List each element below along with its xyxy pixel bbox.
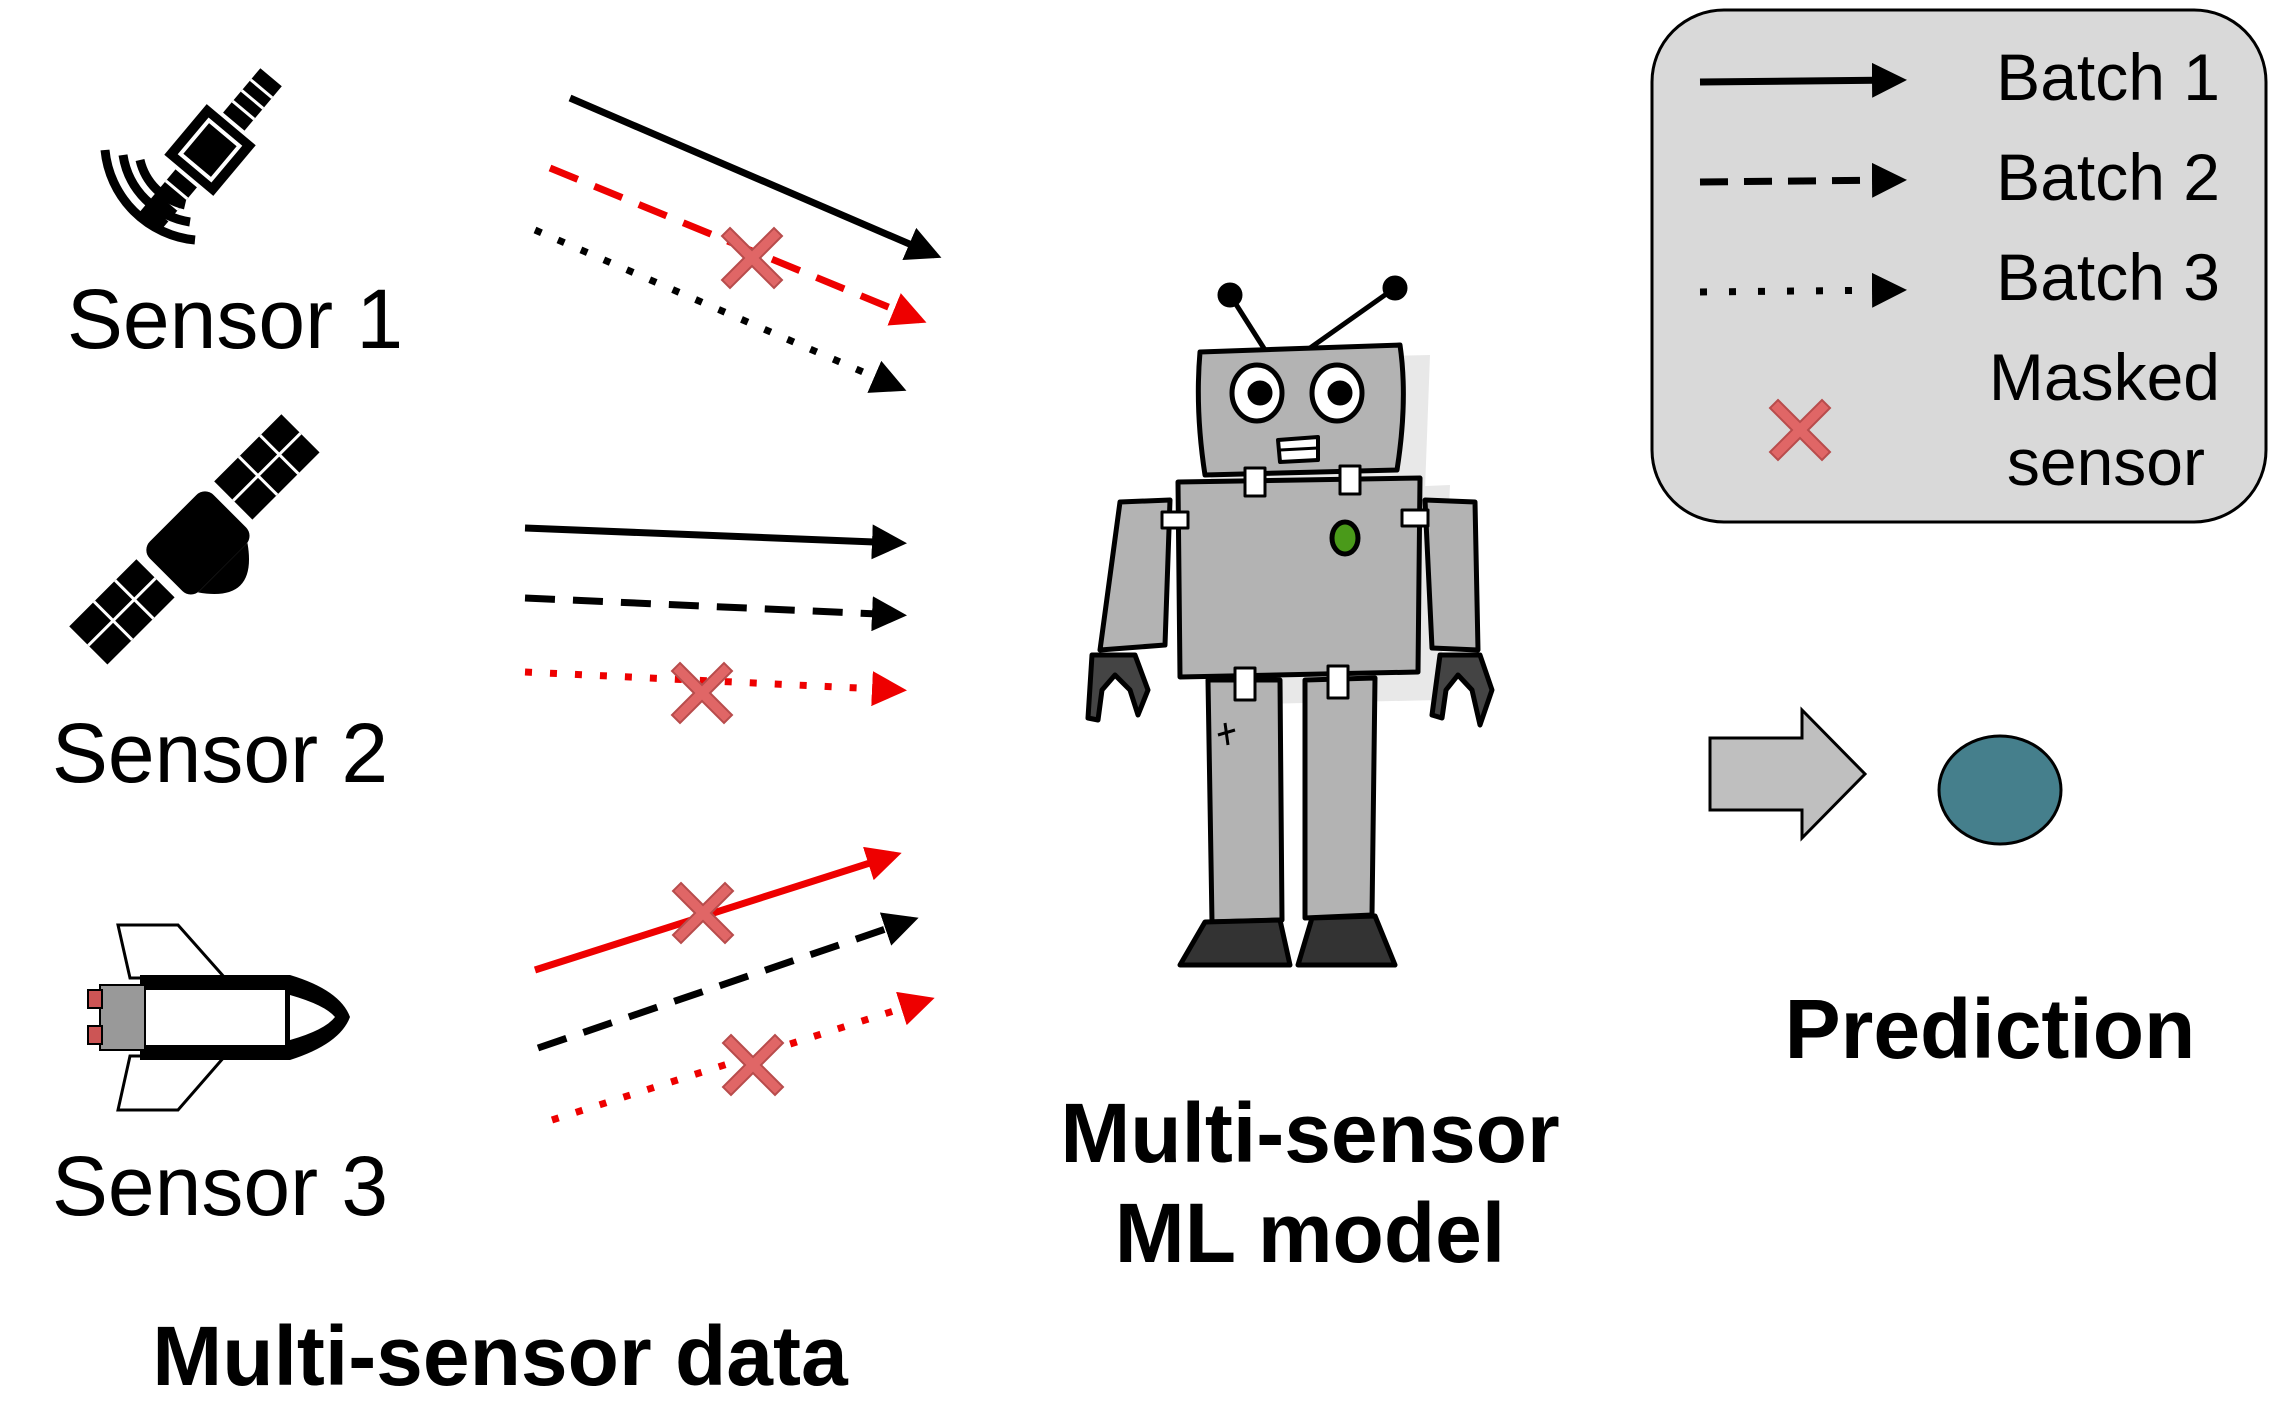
sensor-2-arrows xyxy=(524,524,907,724)
batch-1-arrow xyxy=(568,94,942,261)
batch-3-arrow-masked xyxy=(550,991,935,1124)
legend-batch-2-label: Batch 2 xyxy=(1996,140,2220,214)
batch-1-arrow xyxy=(524,524,907,560)
sensor-label: Sensor 2 xyxy=(52,706,388,800)
prediction-dot-icon xyxy=(1937,734,2063,846)
legend-batch-1-line xyxy=(1699,62,1907,98)
legend-batch-1-label: Batch 1 xyxy=(1996,40,2220,114)
model-caption-line1: Multi-sensor xyxy=(1060,1086,1559,1180)
batch-2-arrow xyxy=(536,912,919,1052)
space-shuttle-icon xyxy=(87,923,350,1112)
model-caption-line2: ML model xyxy=(1115,1186,1505,1280)
legend-masked-label-line2: sensor xyxy=(2007,425,2205,499)
sensor-label: Sensor 3 xyxy=(52,1139,388,1233)
satellite-icon xyxy=(69,414,320,665)
batch-1-arrow-masked xyxy=(533,846,902,974)
prediction-arrow-icon xyxy=(1708,706,1868,842)
satellite-dish-icon xyxy=(138,68,282,232)
sensor-3-arrows xyxy=(533,846,935,1124)
legend-batch-3-line xyxy=(1699,272,1907,308)
masked-cross-icon xyxy=(671,662,733,724)
batch-3-arrow xyxy=(533,226,907,393)
legend-batch-3-label: Batch 3 xyxy=(1996,240,2220,314)
data-caption: Multi-sensor data xyxy=(152,1309,849,1403)
legend-masked-label-line1: Masked xyxy=(1989,340,2220,414)
sensor-3: Sensor 3 xyxy=(52,923,388,1233)
legend-box: Batch 1 Batch 2 Batch 3 Masked sensor xyxy=(1650,8,2268,524)
signal-waves-icon xyxy=(100,149,196,245)
batch-2-arrow xyxy=(524,594,907,632)
sensor-1-arrows xyxy=(533,94,942,393)
masked-cross-icon xyxy=(722,1034,784,1096)
sensor-2: Sensor 2 xyxy=(52,414,388,800)
sensor-label: Sensor 1 xyxy=(67,272,403,366)
legend-batch-2-line xyxy=(1699,162,1907,198)
robot-icon xyxy=(1085,275,1495,968)
prediction-caption: Prediction xyxy=(1785,982,2196,1076)
sensor-1: Sensor 1 xyxy=(67,68,403,366)
